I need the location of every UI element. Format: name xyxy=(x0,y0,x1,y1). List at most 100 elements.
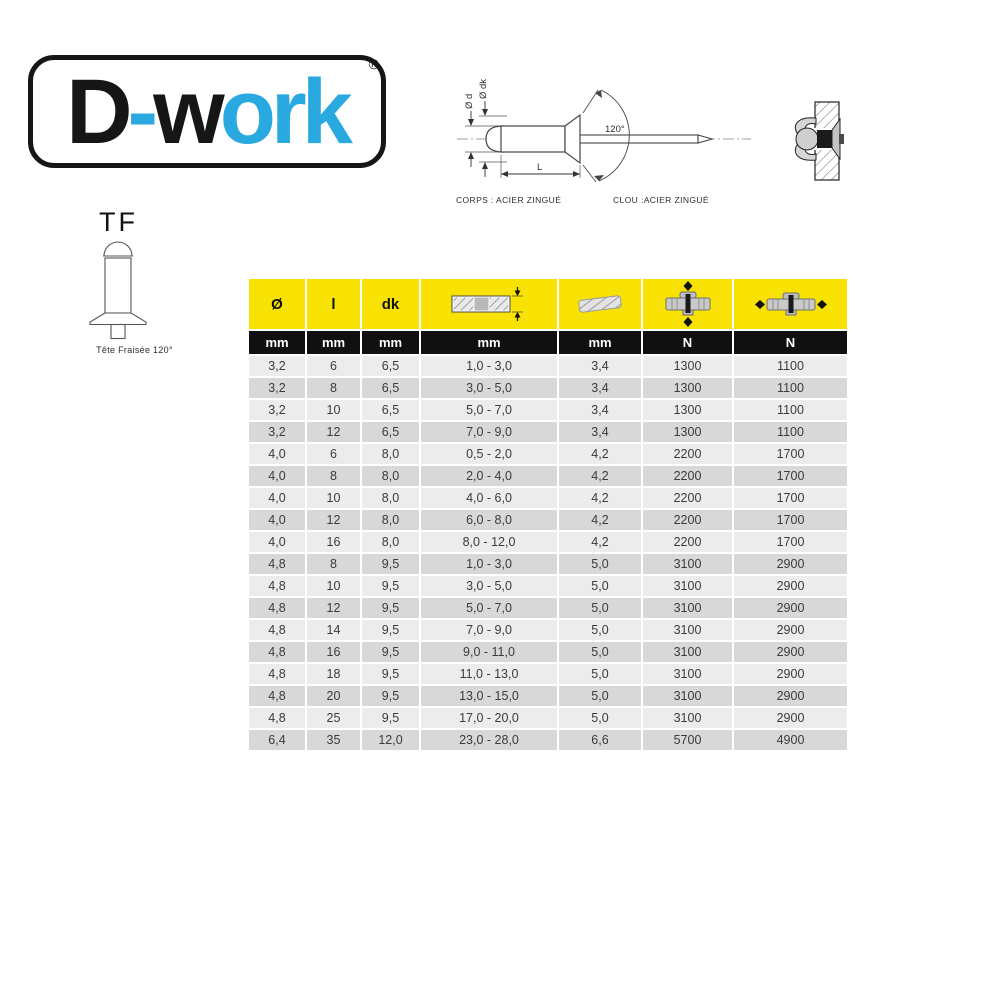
table-cell: 6 xyxy=(307,444,360,464)
table-cell: 2200 xyxy=(643,444,732,464)
table-cell: 4,8 xyxy=(249,620,305,640)
mandrel-stem xyxy=(579,134,699,144)
angle-label: 120° xyxy=(605,124,625,135)
table-cell: 3100 xyxy=(643,576,732,596)
table-cell: 3,4 xyxy=(559,422,641,442)
diameter-dk-label: Ø dk xyxy=(478,79,489,99)
spec-table-body: 3,2 6 6,5 1,0 - 3,0 3,4 1300 1100 3,2 8 6,5 3,0 - … xyxy=(249,356,847,750)
col-header-drill xyxy=(559,279,641,329)
table-cell: 10 xyxy=(307,488,360,508)
tf-stem xyxy=(110,323,126,340)
unit-cell: N xyxy=(734,331,847,354)
col-header-clamp-range xyxy=(421,279,557,329)
table-cell: 20 xyxy=(307,686,360,706)
table-cell: 9,5 xyxy=(362,686,419,706)
table-cell: 4,2 xyxy=(559,532,641,552)
table-cell: 1700 xyxy=(734,466,847,486)
table-cell: 2900 xyxy=(734,620,847,640)
unit-cell: mm xyxy=(249,331,305,354)
angle-arc xyxy=(598,89,630,182)
table-row: 4,0 16 8,0 8,0 - 12,0 4,2 2200 1700 xyxy=(249,532,847,552)
tf-body xyxy=(104,257,132,314)
table-cell: 3100 xyxy=(643,686,732,706)
table-cell: 2200 xyxy=(643,488,732,508)
table-cell: 8 xyxy=(307,466,360,486)
table-cell: 17,0 - 20,0 xyxy=(421,708,557,728)
table-cell: 12 xyxy=(307,422,360,442)
table-cell: 4,8 xyxy=(249,554,305,574)
rivet-flush-head xyxy=(831,117,841,161)
table-cell: 2,0 - 4,0 xyxy=(421,466,557,486)
table-cell: 4,0 xyxy=(249,444,305,464)
table-cell: 3,4 xyxy=(559,356,641,376)
table-row: 4,8 20 9,5 13,0 - 15,0 5,0 3100 2900 xyxy=(249,686,847,706)
table-row: 4,0 8 8,0 2,0 - 4,0 4,2 2200 1700 xyxy=(249,466,847,486)
table-cell: 5,0 xyxy=(559,664,641,684)
table-cell: 4,0 xyxy=(249,466,305,486)
table-cell: 3100 xyxy=(643,664,732,684)
table-row: 3,2 6 6,5 1,0 - 3,0 3,4 1300 1100 xyxy=(249,356,847,376)
col-header-length: l xyxy=(307,279,360,329)
table-row: 4,8 18 9,5 11,0 - 13,0 5,0 3100 2900 xyxy=(249,664,847,684)
table-cell: 5,0 xyxy=(559,620,641,640)
table-cell: 5,0 xyxy=(559,576,641,596)
header-row: Ø l dk xyxy=(249,279,847,329)
table-cell: 3100 xyxy=(643,554,732,574)
table-cell: 8,0 - 12,0 xyxy=(421,532,557,552)
table-cell: 4,0 xyxy=(249,532,305,552)
nail-material-label: CLOU :ACIER ZINGUÉ xyxy=(613,195,709,205)
table-cell: 1700 xyxy=(734,532,847,552)
table-cell: 5,0 xyxy=(559,642,641,662)
table-cell: 4,0 xyxy=(249,488,305,508)
table-row: 6,4 35 12,0 23,0 - 28,0 6,6 5700 4900 xyxy=(249,730,847,750)
table-cell: 6,6 xyxy=(559,730,641,750)
table-row: 3,2 12 6,5 7,0 - 9,0 3,4 1300 1100 xyxy=(249,422,847,442)
mandrel-tip xyxy=(697,134,715,144)
table-cell: 1700 xyxy=(734,510,847,530)
table-cell: 25 xyxy=(307,708,360,728)
table-cell: 4,2 xyxy=(559,488,641,508)
table-cell: 2200 xyxy=(643,532,732,552)
countersunk-head xyxy=(564,113,581,165)
table-row: 4,8 8 9,5 1,0 - 3,0 5,0 3100 2900 xyxy=(249,554,847,574)
rivet-shank xyxy=(817,130,832,148)
table-cell: 4900 xyxy=(734,730,847,750)
table-cell: 2900 xyxy=(734,576,847,596)
table-cell: 2900 xyxy=(734,642,847,662)
table-cell: 3100 xyxy=(643,642,732,662)
table-cell: 4,8 xyxy=(249,642,305,662)
table-cell: 4,0 - 6,0 xyxy=(421,488,557,508)
unit-cell: mm xyxy=(307,331,360,354)
table-cell: 9,5 xyxy=(362,664,419,684)
table-row: 4,8 16 9,5 9,0 - 11,0 5,0 3100 2900 xyxy=(249,642,847,662)
table-cell: 13,0 - 15,0 xyxy=(421,686,557,706)
table-cell: 2900 xyxy=(734,708,847,728)
logo-wordmark: D-work xyxy=(66,60,353,163)
table-cell: 2200 xyxy=(643,510,732,530)
table-cell: 4,8 xyxy=(249,708,305,728)
table-cell: 1100 xyxy=(734,400,847,420)
tf-countersunk-head xyxy=(89,312,147,326)
table-cell: 3100 xyxy=(643,620,732,640)
tf-caption: Tête Fraisée 120° xyxy=(96,345,173,355)
table-cell: 8 xyxy=(307,378,360,398)
table-cell: 3100 xyxy=(643,708,732,728)
registered-trademark-icon: ® xyxy=(368,56,379,72)
unit-cell: mm xyxy=(362,331,419,354)
dwork-logo: D-work ® xyxy=(28,55,386,168)
diameter-d-label: Ø d xyxy=(464,94,475,109)
table-cell: 9,5 xyxy=(362,554,419,574)
table-cell: 4,2 xyxy=(559,466,641,486)
drill-bit-icon xyxy=(578,295,622,313)
table-cell: 5,0 - 7,0 xyxy=(421,400,557,420)
mandrel-head xyxy=(485,125,504,153)
table-cell: 6,5 xyxy=(362,400,419,420)
table-cell: 2200 xyxy=(643,466,732,486)
table-cell: 1300 xyxy=(643,356,732,376)
clamp-range-icon xyxy=(451,287,523,321)
table-row: 4,8 25 9,5 17,0 - 20,0 5,0 3100 2900 xyxy=(249,708,847,728)
table-cell: 9,5 xyxy=(362,620,419,640)
table-cell: 3100 xyxy=(643,598,732,618)
table-cell: 9,5 xyxy=(362,708,419,728)
table-cell: 1100 xyxy=(734,422,847,442)
